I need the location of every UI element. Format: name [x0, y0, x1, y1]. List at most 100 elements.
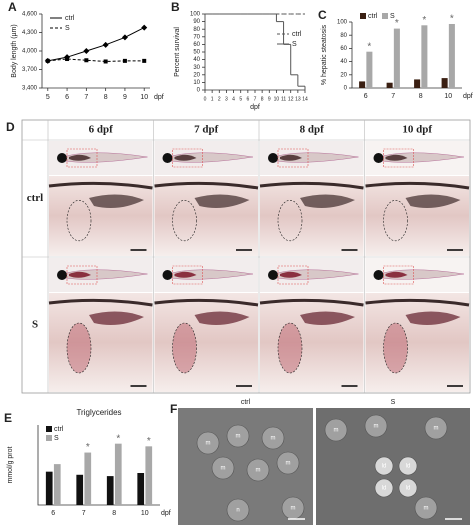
- y-tick-label: 60: [340, 46, 347, 52]
- zoom-image: [49, 176, 153, 256]
- bar: [137, 473, 145, 505]
- organelle: [196, 431, 220, 455]
- organelle: [211, 456, 235, 480]
- liver-outline: [172, 322, 197, 374]
- organelle: [374, 478, 394, 498]
- column-header: 7 dpf: [194, 124, 218, 136]
- row-label: ctrl: [27, 192, 43, 204]
- zoom-box: [383, 265, 414, 285]
- y-tick-label: 30: [193, 65, 200, 71]
- y-tick-label: 50: [193, 50, 200, 56]
- zoom-box: [172, 265, 203, 285]
- tissue-band: [365, 181, 470, 190]
- organelle: [364, 414, 388, 438]
- significance: *: [422, 15, 426, 26]
- legend-label: S: [54, 435, 59, 442]
- organelle: [414, 496, 438, 520]
- legend-label: ctrl: [65, 15, 75, 22]
- panel-letter: A: [8, 0, 17, 14]
- organelle-label: m: [271, 436, 276, 442]
- marker: [122, 58, 127, 63]
- liver-outline: [383, 322, 408, 374]
- chart-title: Triglycerides: [76, 408, 121, 417]
- organelle: [398, 456, 418, 476]
- x-tick-label: 9: [123, 94, 127, 101]
- row-label: S: [32, 319, 38, 331]
- liver-outline: [277, 322, 303, 374]
- larva-eye: [162, 270, 173, 280]
- panel-letter: D: [6, 120, 15, 134]
- significance: *: [147, 436, 151, 447]
- x-tick-label: 6: [364, 93, 368, 100]
- bar: [421, 25, 428, 88]
- x-tick-label: 5: [239, 96, 242, 102]
- column-header: 8 dpf: [300, 124, 324, 136]
- image-title: ctrl: [241, 399, 251, 406]
- organelle-label: n: [236, 508, 239, 514]
- y-tick-label: 40: [340, 59, 347, 65]
- organelle: [276, 451, 300, 475]
- zoom-box: [66, 148, 98, 168]
- larva-gut: [69, 154, 91, 161]
- y-axis-label: % hepatic steatosis: [321, 24, 328, 85]
- panel-letter: C: [318, 8, 327, 22]
- axis: [204, 14, 305, 91]
- y-tick-label: 4,600: [22, 12, 38, 18]
- larva-eye: [373, 270, 384, 280]
- organelle-label: ld: [406, 464, 411, 470]
- zoom-box: [277, 148, 309, 168]
- x-tick-label: 14: [302, 96, 308, 102]
- legend-label: ctrl: [54, 426, 64, 433]
- x-axis-label: dpf: [250, 104, 260, 111]
- larva-gut: [174, 271, 197, 278]
- bar: [414, 79, 421, 88]
- x-tick-label: 0: [204, 96, 207, 102]
- marker: [121, 34, 128, 41]
- legend-label: ctrl: [368, 13, 378, 20]
- organelle-label: m: [286, 461, 291, 467]
- larva-eye: [268, 270, 278, 280]
- organelle-label: m: [236, 434, 241, 440]
- x-tick-label: 10: [274, 96, 280, 102]
- y-tick-label: 90: [193, 19, 200, 25]
- larva-eye: [268, 153, 278, 163]
- y-tick-label: 4,300: [22, 30, 38, 36]
- zoom-image: [365, 293, 469, 392]
- organelle-label: ld: [382, 486, 387, 492]
- x-tick-label: 7: [82, 510, 86, 517]
- organelle-label: m: [291, 506, 296, 512]
- x-axis-label: dpf: [154, 94, 164, 101]
- bar: [106, 476, 114, 505]
- x-tick-label: 7: [391, 93, 395, 100]
- zoom-box: [383, 148, 414, 168]
- organelle: [324, 418, 348, 442]
- y-axis-label: mmol/g prot: [7, 446, 14, 483]
- marker: [142, 58, 147, 63]
- y-tick-label: 3,700: [22, 67, 38, 73]
- marker: [102, 41, 109, 48]
- bar: [393, 28, 400, 89]
- x-tick-label: 2: [218, 96, 221, 102]
- y-tick-label: 40: [193, 57, 200, 63]
- y-axis-label: Percent survival: [174, 27, 181, 77]
- organelle-label: m: [334, 428, 339, 434]
- panel-letter: F: [170, 402, 177, 416]
- zoom-box: [66, 265, 98, 285]
- larva-gut: [280, 154, 302, 161]
- x-tick-label: 7: [84, 94, 88, 101]
- y-tick-label: 20: [193, 72, 200, 78]
- x-tick-label: 13: [295, 96, 301, 102]
- column-header: 10 dpf: [402, 124, 432, 136]
- liver-outline: [277, 200, 303, 242]
- organelle-label: m: [434, 426, 439, 432]
- x-tick-label: 1: [211, 96, 214, 102]
- gut-region: [194, 311, 250, 325]
- y-axis-label: Body length (µm): [11, 24, 18, 77]
- organelle: [424, 416, 448, 440]
- gut-region: [405, 311, 461, 325]
- x-tick-label: 7: [254, 96, 257, 102]
- significance: *: [367, 41, 371, 52]
- organelle-label: m: [206, 441, 211, 447]
- legend-swatch: [382, 13, 388, 19]
